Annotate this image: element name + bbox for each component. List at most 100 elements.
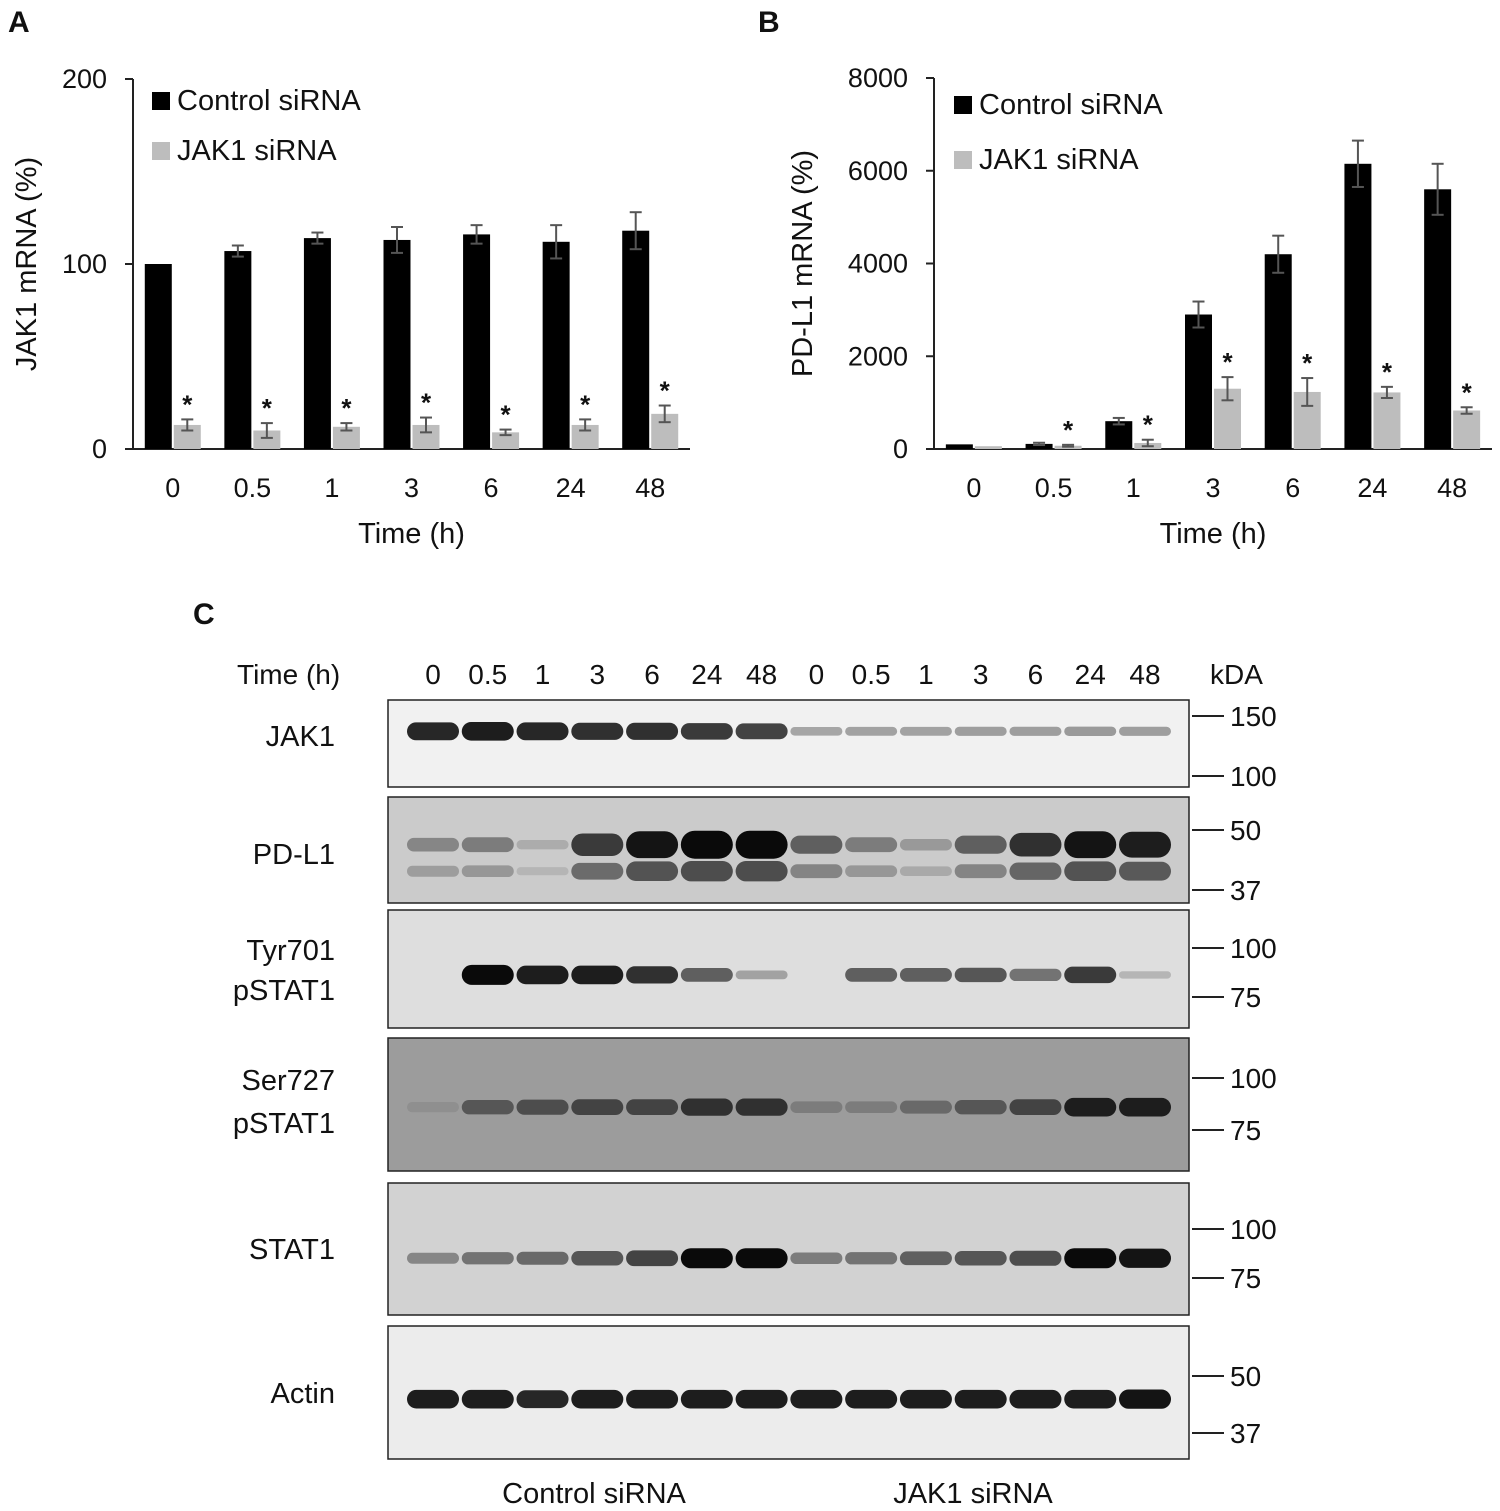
blot-band: [680, 1389, 733, 1409]
x-tick-label: 6: [484, 473, 499, 503]
bar-control-0: [144, 264, 172, 449]
blot-band: [571, 1389, 624, 1409]
blot-band: [1119, 726, 1171, 736]
mw-marker-label: 75: [1230, 982, 1261, 1013]
blot-band: [899, 1389, 952, 1409]
y-tick-label: 8000: [848, 63, 908, 93]
bar-control-48: [622, 230, 650, 449]
blot-band: [899, 838, 952, 851]
blot-band: [626, 831, 679, 859]
blot-band: [516, 840, 569, 850]
legend-swatch: [954, 96, 972, 114]
blot-band: [680, 1098, 733, 1116]
blot-band: [516, 1251, 569, 1265]
blot-band: [1119, 831, 1171, 858]
y-tick-label: 6000: [848, 156, 908, 186]
mw-marker-label: 50: [1230, 815, 1261, 846]
blot-band: [899, 866, 952, 876]
y-tick-label: 200: [62, 64, 107, 94]
x-tick-label: 0: [966, 473, 981, 503]
significance-asterisk: *: [1382, 357, 1393, 387]
blot-band: [735, 723, 788, 740]
western-blot-panel-c: Time (h) 0 0.5 1 3 6 24 48 0 0.5 1 3 6 24 48 kDA JAK1 150…: [233, 659, 1277, 1510]
lane-label: 1: [918, 659, 934, 690]
bar-control-24: [542, 241, 570, 449]
blot-band: [735, 861, 788, 882]
significance-asterisk: *: [1462, 377, 1473, 407]
lane-label: 0: [809, 659, 825, 690]
lane-label: 0: [425, 659, 441, 690]
blot-band: [626, 1389, 679, 1409]
lane-label: 3: [590, 659, 606, 690]
bar-control-6: [463, 234, 491, 449]
blot-band: [735, 1098, 788, 1116]
bar-jak1-6: [492, 432, 520, 449]
blot-band: [954, 864, 1007, 879]
blot-band: [626, 1250, 679, 1267]
x-tick-label: 0: [165, 473, 180, 503]
lane-label: 0.5: [468, 659, 507, 690]
mw-marker-label: 37: [1230, 1418, 1261, 1449]
blot-band: [516, 1099, 569, 1115]
x-tick-label: 3: [404, 473, 419, 503]
bar-control-6: [1264, 254, 1292, 449]
significance-asterisk: *: [1302, 348, 1313, 378]
x-tick-label: 24: [1357, 473, 1387, 503]
blot-band: [1064, 831, 1117, 859]
blot-band: [680, 830, 733, 859]
mw-marker-label: 75: [1230, 1263, 1261, 1294]
time-label: Time (h): [237, 659, 340, 690]
blot-band: [1119, 971, 1171, 979]
blot-band: [461, 964, 514, 985]
x-tick-label: 0.5: [1035, 473, 1073, 503]
significance-asterisk: *: [341, 393, 352, 423]
blot-row-label: Tyr701: [246, 935, 335, 967]
legend-label: Control siRNA: [979, 89, 1163, 121]
panel-letter-b: B: [758, 6, 780, 39]
lane-label: 3: [973, 659, 989, 690]
blot-band: [680, 1248, 733, 1269]
x-axis-title: Time (h): [1160, 518, 1267, 550]
blot-band: [407, 1102, 459, 1113]
blot-band: [899, 726, 952, 736]
lane-label: 24: [1075, 659, 1106, 690]
blot-band: [461, 1389, 514, 1409]
x-axis-title: Time (h): [358, 518, 465, 550]
blot-band: [845, 1389, 898, 1409]
blot-band: [790, 864, 843, 879]
bar-control-3: [383, 239, 411, 449]
bar-jak1-48: [1453, 410, 1481, 449]
bar-control-0.5: [224, 251, 252, 449]
blot-band: [571, 1099, 624, 1116]
blot-band: [571, 833, 624, 856]
blot-band: [1009, 1099, 1062, 1116]
significance-asterisk: *: [1143, 410, 1154, 440]
significance-asterisk: *: [421, 388, 432, 418]
significance-asterisk: *: [182, 389, 193, 419]
bar-control-0: [945, 444, 973, 449]
legend-swatch: [954, 151, 972, 169]
blot-band: [954, 1251, 1007, 1266]
blot-band: [1119, 861, 1171, 881]
lane-label: 24: [691, 659, 722, 690]
blot-band: [954, 835, 1007, 854]
significance-asterisk: *: [1063, 415, 1074, 445]
legend-label: Control siRNA: [177, 85, 361, 117]
blot-band: [516, 965, 569, 985]
x-tick-label: 3: [1205, 473, 1220, 503]
blot-band: [954, 967, 1007, 983]
significance-asterisk: *: [501, 400, 512, 430]
blot-band: [899, 968, 952, 982]
blot-row-label: pSTAT1: [233, 975, 335, 1007]
blot-band: [516, 867, 569, 876]
blot-band: [680, 968, 733, 982]
blot-row-label: STAT1: [249, 1234, 335, 1266]
bar-jak1-0: [974, 446, 1002, 449]
blot-band: [790, 835, 843, 854]
significance-asterisk: *: [1222, 347, 1233, 377]
y-tick-label: 100: [62, 249, 107, 279]
blot-band: [1119, 1097, 1171, 1117]
group-label-control: Control siRNA: [502, 1478, 686, 1510]
significance-asterisk: *: [580, 389, 591, 419]
